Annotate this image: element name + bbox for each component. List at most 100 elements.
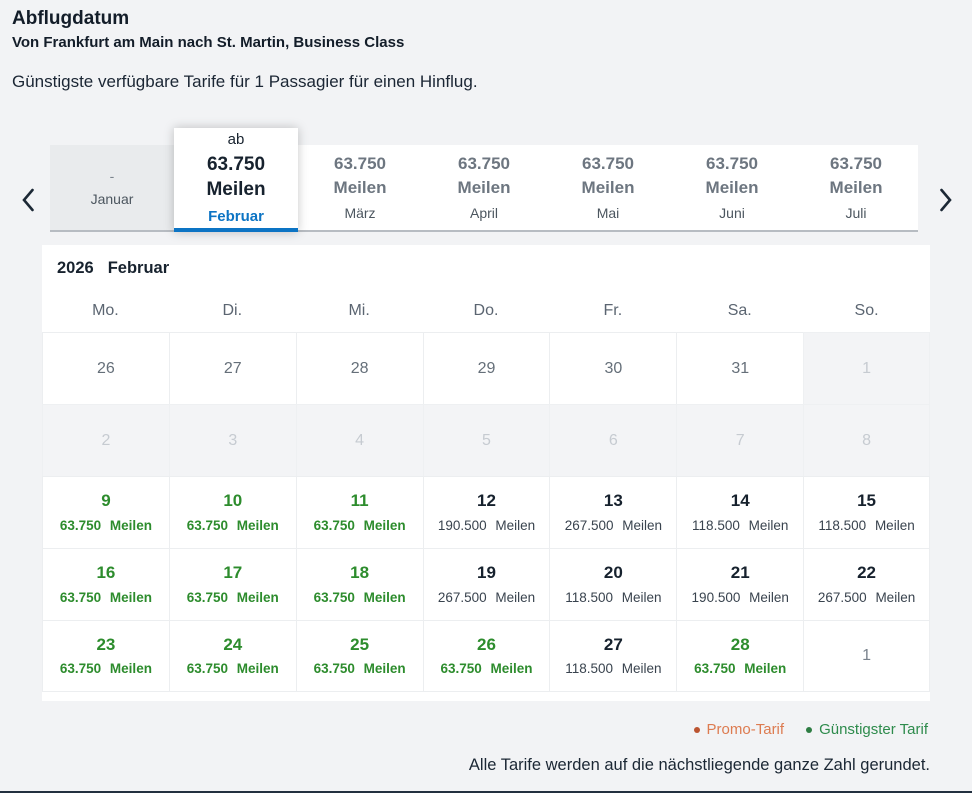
day-fare: 63.750 Meilen [440,661,533,677]
tab-fare-unit: Meilen [581,178,635,198]
day-number: 7 [735,431,745,449]
day-number: 29 [477,359,496,377]
calendar-day-cell[interactable]: 10 63.750 Meilen [168,476,296,548]
weekday-header-row: Mo. Di. Mi. Do. Fr. Sa. So. [42,302,930,332]
calendar-day-cell[interactable]: 27 118.500 Meilen [549,620,677,692]
day-fare: 118.500 Meilen [692,517,789,533]
day-fare: 190.500 Meilen [437,517,536,533]
day-number: 17 [223,563,243,583]
calendar-month: Februar [107,259,170,277]
tab-fare-prefix: ab [227,131,245,149]
tab-month-label: Februar [208,207,264,225]
chevron-right-icon [939,188,953,215]
calendar-day-cell[interactable]: 12 190.500 Meilen [422,476,550,548]
month-tab-mai[interactable]: 63.750 Meilen Mai [546,145,670,232]
calendar-day-cell[interactable]: 22 267.500 Meilen [803,548,930,620]
legend-label: Günstigster Tarif [819,721,928,738]
day-fare: 63.750 Meilen [313,661,406,677]
rounding-note: Alle Tarife werden auf die nächstliegend… [468,756,930,774]
tab-month-label: Juni [719,204,745,221]
calendar-day-cell[interactable]: 26 63.750 Meilen [422,620,550,692]
calendar-day-cell[interactable]: 15 118.500 Meilen [803,476,930,548]
fares-tagline: Günstigste verfügbare Tarife für 1 Passa… [12,72,478,91]
calendar-day-cell: 1 [803,620,930,692]
month-tab-februar[interactable]: ab 63.750 Meilen Februar [174,128,298,232]
calendar-day-cell[interactable]: 18 63.750 Meilen [295,548,423,620]
calendar-day-cell: 26 [42,332,169,404]
weekday-label: Mo. [92,302,119,319]
calendar-day-cell: 3 [168,404,296,476]
day-number: 10 [223,491,243,511]
tab-fare-miles: 63.750 [458,153,510,173]
day-number: 27 [223,359,242,377]
tab-month-label: März [344,204,376,221]
tab-month-label: Juli [845,204,867,221]
calendar-day-cell: 29 [422,332,550,404]
month-tab-juni[interactable]: 63.750 Meilen Juni [670,145,794,232]
route-subtitle: Von Frankfurt am Main nach St. Martin, B… [12,34,405,51]
tab-fare-miles: 63.750 [706,153,758,173]
calendar-day-cell[interactable]: 17 63.750 Meilen [168,548,296,620]
calendar-day-cell: 4 [295,404,423,476]
next-month-button[interactable] [930,184,962,218]
calendar-day-cell: 2 [42,404,169,476]
day-number: 1 [862,359,872,377]
day-fare: 63.750 Meilen [59,589,152,605]
fare-legend: Promo-Tarif Günstigster Tarif [693,721,928,738]
calendar-day-cell[interactable]: 20 118.500 Meilen [549,548,677,620]
calendar-day-cell[interactable]: 11 63.750 Meilen [295,476,423,548]
calendar-day-cell[interactable]: 24 63.750 Meilen [168,620,296,692]
calendar-day-cell[interactable]: 21 190.500 Meilen [676,548,804,620]
calendar-day-cell[interactable]: 25 63.750 Meilen [295,620,423,692]
day-number: 2 [101,431,111,449]
calendar-day-cell[interactable]: 28 63.750 Meilen [676,620,804,692]
calendar-day-cell: 8 [803,404,930,476]
day-fare: 267.500 Meilen [437,589,536,605]
day-number: 23 [96,634,116,654]
day-fare: 63.750 Meilen [59,661,152,677]
legend-promo-fare: Promo-Tarif [693,721,785,738]
previous-month-button[interactable] [12,184,44,218]
weekday-label: Fr. [603,302,623,319]
day-number: 4 [355,431,365,449]
calendar-grid: 26 27 28 29 30 31 1 2 3 4 5 6 7 8 9 63.750 Meilen 10 63.7… [42,332,930,692]
day-fare: 63.750 Meilen [313,589,406,605]
day-number: 26 [97,359,115,377]
month-tab-märz[interactable]: 63.750 Meilen März [298,145,422,232]
day-fare: 63.750 Meilen [694,661,787,677]
day-number: 5 [482,431,491,449]
calendar-day-cell[interactable]: 13 267.500 Meilen [549,476,677,548]
day-number: 15 [857,491,877,511]
calendar-day-cell[interactable]: 14 118.500 Meilen [676,476,804,548]
day-number: 16 [96,563,116,583]
tab-fare-unit: Meilen [333,178,387,198]
calendar-day-cell: 27 [168,332,296,404]
day-number: 9 [101,491,111,511]
month-tab-april[interactable]: 63.750 Meilen April [422,145,546,232]
tab-month-label: April [469,204,498,221]
day-fare: 63.750 Meilen [186,517,279,533]
legend-label: Promo-Tarif [706,721,785,738]
calendar-day-cell[interactable]: 19 267.500 Meilen [422,548,550,620]
tab-fare-miles: 63.750 [206,153,266,175]
calendar-day-cell[interactable]: 16 63.750 Meilen [42,548,169,620]
day-number: 22 [857,563,877,583]
day-number: 25 [350,634,370,654]
day-number: 27 [603,634,623,654]
day-fare: 118.500 Meilen [818,517,915,533]
calendar-day-cell: 5 [422,404,550,476]
day-number: 21 [730,563,750,583]
calendar-day-cell[interactable]: 23 63.750 Meilen [42,620,169,692]
calendar-heading: 2026 Februar [42,245,930,278]
day-number: 31 [731,359,750,377]
month-tab-juli[interactable]: 63.750 Meilen Juli [794,145,918,232]
day-number: 26 [477,634,496,654]
calendar-day-cell[interactable]: 9 63.750 Meilen [42,476,169,548]
calendar-day-cell: 6 [549,404,677,476]
weekday-label: So. [854,302,879,319]
calendar-day-cell: 7 [676,404,804,476]
month-tabs: - Januar ab 63.750 Meilen Februar 63.750 Meilen… [50,128,918,232]
tab-no-fare-dash: - [109,168,115,184]
calendar-day-cell: 28 [295,332,423,404]
best-fare-dot-icon [806,726,813,733]
